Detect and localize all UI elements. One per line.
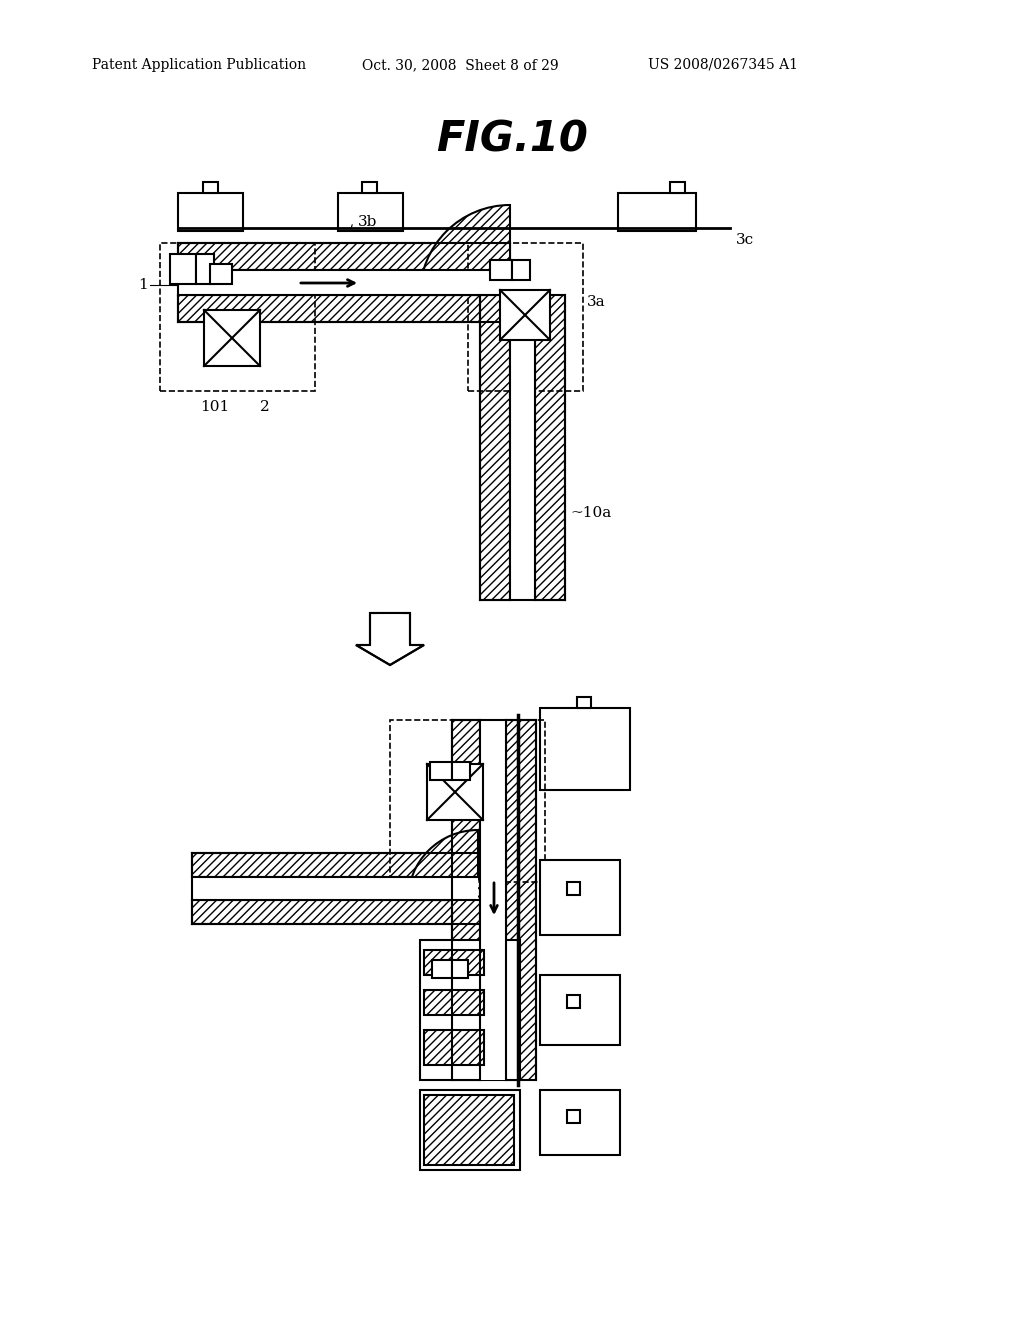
Bar bbox=[193, 900, 478, 924]
Bar bbox=[204, 310, 260, 366]
Bar bbox=[567, 995, 580, 1008]
Wedge shape bbox=[456, 878, 478, 900]
Bar bbox=[480, 294, 510, 601]
Bar bbox=[540, 708, 630, 789]
Bar bbox=[485, 271, 510, 294]
Bar bbox=[510, 294, 535, 601]
Bar bbox=[468, 243, 583, 391]
Bar bbox=[362, 182, 377, 193]
Bar bbox=[512, 260, 530, 280]
Bar bbox=[424, 1096, 514, 1166]
Text: Oct. 30, 2008  Sheet 8 of 29: Oct. 30, 2008 Sheet 8 of 29 bbox=[362, 58, 559, 73]
Bar bbox=[452, 960, 468, 978]
Bar bbox=[427, 764, 483, 820]
Text: US 2008/0267345 A1: US 2008/0267345 A1 bbox=[648, 58, 798, 73]
Bar bbox=[540, 975, 620, 1045]
Bar bbox=[430, 762, 452, 780]
Bar bbox=[567, 882, 580, 895]
Bar bbox=[196, 253, 214, 284]
Bar bbox=[160, 243, 315, 391]
Bar bbox=[432, 960, 452, 978]
Bar bbox=[480, 719, 506, 1080]
Bar bbox=[424, 950, 484, 975]
Text: 1: 1 bbox=[138, 279, 148, 292]
Bar bbox=[338, 193, 403, 231]
Text: 101: 101 bbox=[201, 400, 229, 414]
Bar bbox=[193, 853, 478, 876]
Bar bbox=[452, 762, 470, 780]
Wedge shape bbox=[485, 271, 510, 294]
Bar bbox=[420, 940, 520, 1080]
Bar bbox=[506, 719, 536, 1080]
Bar bbox=[670, 182, 685, 193]
Bar bbox=[210, 264, 232, 284]
Bar bbox=[540, 861, 620, 935]
Bar bbox=[424, 1030, 484, 1065]
Polygon shape bbox=[356, 612, 424, 665]
Bar bbox=[490, 260, 512, 280]
Bar bbox=[424, 990, 484, 1015]
Bar bbox=[577, 697, 591, 708]
Text: ~10a: ~10a bbox=[570, 506, 611, 520]
Bar bbox=[193, 876, 478, 900]
Bar bbox=[452, 719, 480, 1080]
Bar bbox=[178, 243, 510, 271]
Text: 2: 2 bbox=[260, 400, 270, 414]
Bar bbox=[203, 182, 218, 193]
Bar bbox=[540, 1090, 620, 1155]
Bar bbox=[390, 719, 545, 882]
Text: 3c: 3c bbox=[736, 234, 754, 247]
Bar bbox=[420, 1090, 520, 1170]
Bar bbox=[178, 271, 510, 294]
Bar bbox=[178, 271, 510, 294]
Bar bbox=[567, 1110, 580, 1123]
Bar bbox=[178, 294, 510, 322]
Bar bbox=[170, 253, 196, 284]
Text: FIG.10: FIG.10 bbox=[436, 119, 588, 161]
Text: 3b: 3b bbox=[358, 215, 378, 228]
Wedge shape bbox=[420, 205, 510, 294]
Bar bbox=[178, 193, 243, 231]
Polygon shape bbox=[364, 612, 416, 651]
Text: 3a: 3a bbox=[587, 294, 605, 309]
Bar bbox=[500, 290, 550, 341]
Wedge shape bbox=[408, 830, 478, 900]
Bar bbox=[535, 294, 565, 601]
Bar bbox=[618, 193, 696, 231]
Text: Patent Application Publication: Patent Application Publication bbox=[92, 58, 306, 73]
